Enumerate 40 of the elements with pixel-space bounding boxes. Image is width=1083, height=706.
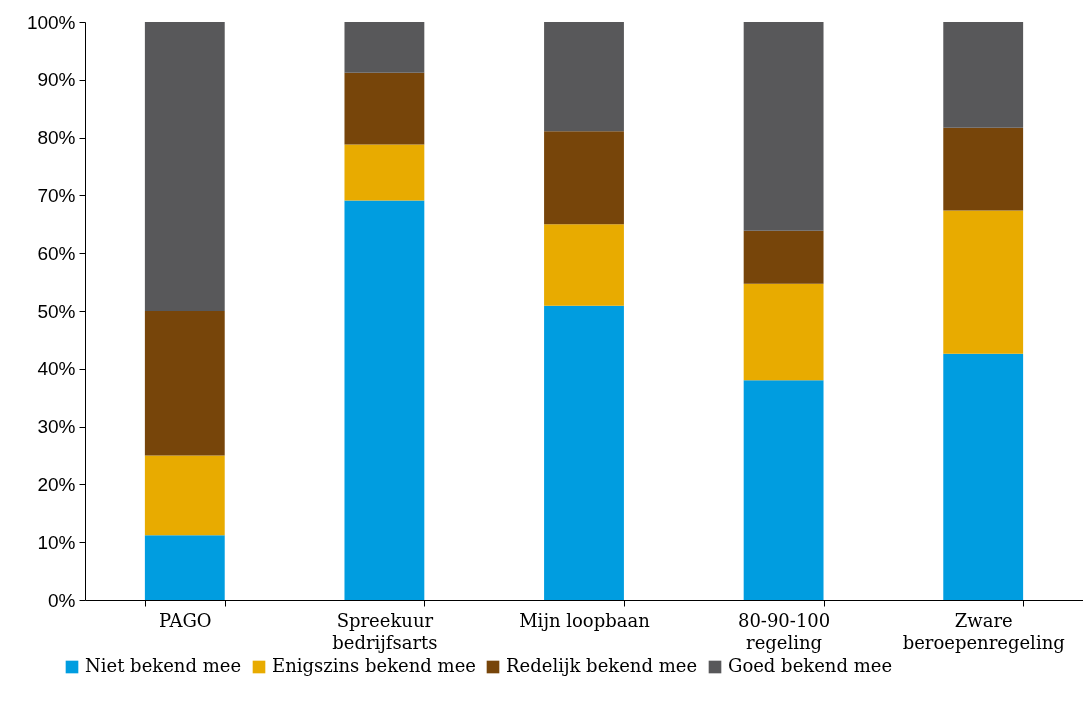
bar [544, 305, 624, 600]
legend-label: Niet bekend mee [85, 655, 242, 676]
y-tick-label: 0% [48, 589, 76, 611]
bar [144, 455, 225, 536]
y-tick-label: 60% [37, 242, 76, 264]
bar [743, 22, 824, 231]
y-tick-label: 10% [37, 531, 76, 553]
x-tick-label: Spreekuur bedrijfsarts [332, 609, 438, 653]
bar [743, 380, 824, 600]
legend-label: Goed bekend mee [728, 655, 893, 676]
bar [943, 127, 1024, 211]
y-tick-label: 50% [37, 300, 76, 322]
bar [544, 131, 624, 225]
y-tick-label: 80% [37, 127, 76, 149]
bar [344, 72, 425, 145]
bar [743, 230, 824, 284]
y-tick-label: 20% [37, 473, 76, 495]
y-tick-label: 30% [37, 416, 76, 438]
bar [544, 224, 624, 306]
bar [943, 353, 1024, 600]
y-tick-label: 100% [26, 11, 76, 33]
bar [344, 22, 425, 73]
x-tick-label: Zware beroepenregeling [902, 609, 1065, 653]
y-tick-label: 70% [37, 184, 76, 206]
bar [144, 311, 225, 456]
legend-label: Enigszins bekend mee [272, 655, 476, 676]
bar [943, 22, 1024, 128]
x-tick-label: Mijn loopbaan [519, 609, 651, 631]
bar [344, 200, 425, 600]
y-tick-label: 90% [37, 69, 76, 91]
bar [144, 535, 225, 600]
bar [344, 144, 425, 201]
bar [943, 210, 1024, 354]
bar [144, 22, 225, 311]
y-tick-label: 40% [37, 358, 76, 380]
legend-label: Redelijk bekend mee [506, 655, 698, 676]
x-tick-label: 80-90-100 regeling [737, 609, 831, 653]
bar [743, 283, 824, 381]
bar [544, 22, 624, 132]
x-tick-label: PAGO [159, 609, 212, 631]
